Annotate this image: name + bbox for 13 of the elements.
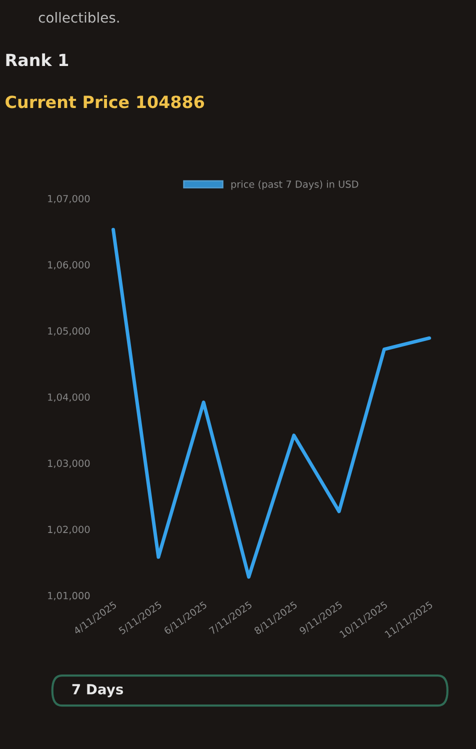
y-tick-label: 1,03,000 bbox=[48, 460, 90, 468]
y-tick-label: 1,07,000 bbox=[48, 194, 90, 204]
y-tick-label: 1,02,000 bbox=[48, 526, 90, 534]
y-tick-label: 1,01,000 bbox=[48, 592, 90, 600]
text: Rank 1 bbox=[6, 53, 68, 66]
text: Current Price 104886 bbox=[6, 95, 204, 108]
y-tick-label: 1,04,000 bbox=[48, 393, 90, 402]
legend-label: price (past 7 Days) in USD bbox=[231, 180, 358, 190]
y-tick-label: 1,05,000 bbox=[48, 327, 90, 336]
text: 7 Days bbox=[72, 684, 124, 698]
text: collectibles. bbox=[38, 12, 119, 23]
line-series bbox=[112, 228, 432, 579]
y-tick-label: 1,06,000 bbox=[48, 261, 90, 270]
